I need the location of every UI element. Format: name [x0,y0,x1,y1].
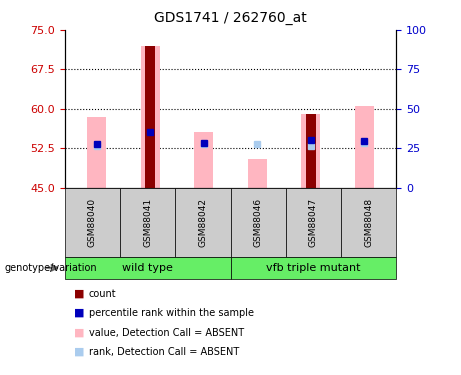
Bar [355,106,374,188]
Bar [141,46,160,188]
Text: GSM88048: GSM88048 [364,198,373,247]
Bar [248,159,266,188]
Text: percentile rank within the sample: percentile rank within the sample [89,308,254,318]
Text: GSM88041: GSM88041 [143,198,152,247]
Title: GDS1741 / 262760_at: GDS1741 / 262760_at [154,11,307,25]
Text: genotype/variation: genotype/variation [5,263,97,273]
Bar [145,46,155,188]
Text: value, Detection Call = ABSENT: value, Detection Call = ABSENT [89,328,244,338]
Text: GSM88046: GSM88046 [254,198,263,247]
Bar [87,117,106,188]
Text: GSM88047: GSM88047 [309,198,318,247]
Text: ■: ■ [74,328,84,338]
Text: vfb triple mutant: vfb triple mutant [266,263,361,273]
Text: ■: ■ [74,308,84,318]
Text: ■: ■ [74,289,84,298]
Text: count: count [89,289,117,298]
Text: GSM88040: GSM88040 [88,198,97,247]
Text: GSM88042: GSM88042 [198,198,207,247]
Text: wild type: wild type [122,263,173,273]
Text: rank, Detection Call = ABSENT: rank, Detection Call = ABSENT [89,347,239,357]
Bar [195,132,213,188]
Text: ■: ■ [74,347,84,357]
Bar [301,114,320,188]
Bar [306,114,316,188]
